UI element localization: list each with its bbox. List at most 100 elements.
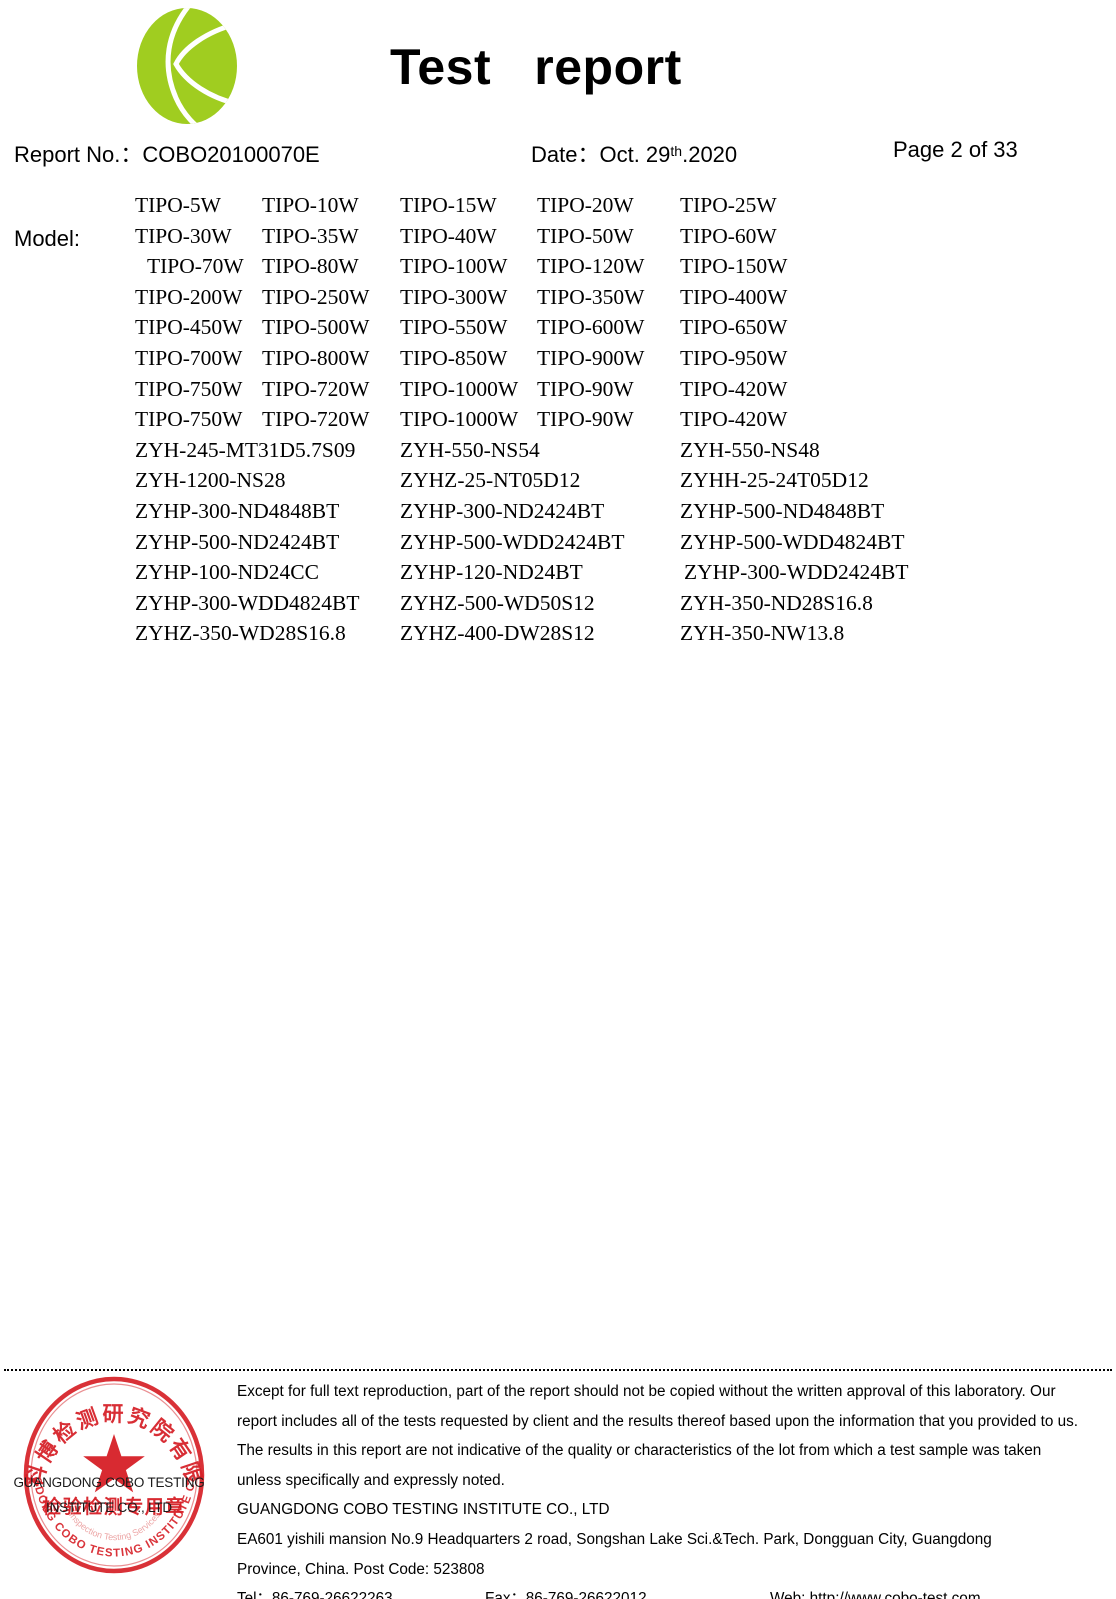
model-value: ZYHP-120-ND24BT bbox=[400, 560, 583, 585]
footer-content: Except for full text reproduction, part … bbox=[237, 1377, 1093, 1599]
website-link[interactable]: Web: http://www.cobo-test.com bbox=[770, 1590, 981, 1599]
model-value: TIPO-650W bbox=[680, 315, 788, 340]
footer-divider bbox=[4, 1369, 1112, 1371]
model-value: TIPO-10W bbox=[262, 193, 359, 217]
report-date-year: .2020 bbox=[682, 142, 738, 167]
model-value: TIPO-720W bbox=[262, 376, 370, 401]
model-value: TIPO-950W bbox=[680, 345, 788, 370]
model-value: TIPO-120W bbox=[537, 254, 645, 279]
model-value: TIPO-900W bbox=[537, 345, 645, 370]
telephone-label: Tel：86-769-26622263 bbox=[237, 1590, 393, 1599]
page-header: Test report bbox=[0, 0, 1116, 128]
model-value: TIPO-1000W bbox=[400, 407, 519, 432]
model-row: ZYH-1200-NS28 ZYHZ-25-NT05D12 ZYHH-25-24… bbox=[0, 468, 1116, 499]
model-row: ZYHP-300-ND4848BT ZYHP-300-ND2424BT ZYHP… bbox=[0, 499, 1116, 530]
report-number-label: Report No.： bbox=[14, 142, 143, 167]
svg-text:检验检测专用章: 检验检测专用章 bbox=[42, 1495, 186, 1518]
model-value: TIPO-80W bbox=[262, 254, 359, 279]
model-value: TIPO-850W bbox=[400, 345, 508, 370]
model-value: ZYHP-300-WDD4824BT bbox=[135, 590, 360, 615]
model-value: TIPO-15W bbox=[400, 193, 497, 217]
model-list: TIPO-5W TIPO-10W TIPO-15W TIPO-20W TIPO-… bbox=[0, 193, 1116, 652]
address-line-2: Province, China. Post Code: 523808 bbox=[237, 1560, 485, 1578]
model-row: TIPO-750W TIPO-720W TIPO-1000W TIPO-90W … bbox=[0, 407, 1116, 438]
disclaimer-line: report includes all of the tests request… bbox=[237, 1412, 1078, 1430]
model-value: TIPO-70W bbox=[147, 254, 244, 279]
report-date-label: Date： bbox=[531, 142, 600, 167]
model-value: TIPO-400W bbox=[680, 284, 788, 309]
model-row: TIPO-450W TIPO-500W TIPO-550W TIPO-600W … bbox=[0, 315, 1116, 346]
report-number-value: COBO20100070E bbox=[142, 142, 320, 167]
model-value: TIPO-60W bbox=[680, 223, 777, 248]
model-row: TIPO-5W TIPO-10W TIPO-15W TIPO-20W TIPO-… bbox=[0, 193, 1116, 224]
model-value: ZYHP-500-ND2424BT bbox=[135, 529, 340, 554]
model-value: TIPO-25W bbox=[680, 193, 777, 217]
model-value: ZYH-550-NS48 bbox=[680, 437, 820, 462]
disclaimer-line: unless specifically and expressly noted. bbox=[237, 1471, 505, 1489]
model-field-label: Model: bbox=[14, 226, 81, 251]
model-row: TIPO-700W TIPO-800W TIPO-850W TIPO-900W … bbox=[0, 346, 1116, 377]
company-name: GUANGDONG COBO TESTING INSTITUTE CO., LT… bbox=[237, 1501, 610, 1519]
model-row: ZYH-245-MT31D5.7S09 ZYH-550-NS54 ZYH-550… bbox=[0, 438, 1116, 469]
model-value: TIPO-50W bbox=[537, 223, 634, 248]
model-value: ZYH-1200-NS28 bbox=[135, 468, 286, 493]
model-value: TIPO-250W bbox=[262, 284, 370, 309]
model-row: TIPO-750W TIPO-720W TIPO-1000W TIPO-90W … bbox=[0, 377, 1116, 408]
model-row: TIPO-70W TIPO-80W TIPO-100W TIPO-120W TI… bbox=[0, 254, 1116, 285]
contact-line: Tel：86-769-26622263 Fax：86-769-26622012 … bbox=[237, 1584, 1093, 1599]
model-value: TIPO-600W bbox=[537, 315, 645, 340]
model-value: ZYHZ-25-NT05D12 bbox=[400, 468, 581, 493]
model-value: TIPO-150W bbox=[680, 254, 788, 279]
model-value: TIPO-30W bbox=[135, 223, 232, 248]
model-value: ZYHZ-500-WD50S12 bbox=[400, 590, 595, 615]
model-value: ZYHP-500-WDD2424BT bbox=[400, 529, 625, 554]
model-value: TIPO-35W bbox=[262, 223, 359, 248]
model-value: TIPO-300W bbox=[400, 284, 508, 309]
report-meta-line: Report No.：COBO20100070E Date：Oct. 29th.… bbox=[0, 137, 1116, 169]
model-value: ZYHP-300-WDD2424BT bbox=[684, 560, 909, 585]
model-value: TIPO-700W bbox=[135, 345, 243, 370]
model-value: TIPO-750W bbox=[135, 407, 243, 432]
model-row: TIPO-30W TIPO-35W TIPO-40W TIPO-50W TIPO… bbox=[0, 224, 1116, 255]
model-value: TIPO-500W bbox=[262, 315, 370, 340]
stamp-overlay-line-1: GUANGDONG COBO TESTING bbox=[13, 1475, 205, 1490]
model-row: ZYHP-100-ND24CC ZYHP-120-ND24BT ZYHP-300… bbox=[0, 560, 1116, 591]
model-value: TIPO-720W bbox=[262, 407, 370, 432]
model-value: ZYHP-300-ND4848BT bbox=[135, 498, 340, 523]
model-value: TIPO-750W bbox=[135, 376, 243, 401]
model-value: TIPO-550W bbox=[400, 315, 508, 340]
model-value: TIPO-200W bbox=[135, 284, 243, 309]
stamp-overlay-text: GUANGDONG COBO TESTING INSTITUTE CO., LT… bbox=[0, 1470, 218, 1520]
model-value: ZYHP-300-ND2424BT bbox=[400, 498, 605, 523]
model-row: ZYHZ-350-WD28S16.8 ZYHZ-400-DW28S12 ZYH-… bbox=[0, 621, 1116, 652]
report-date-value: Oct. 29 bbox=[599, 142, 671, 167]
model-value: ZYHP-500-ND4848BT bbox=[680, 498, 885, 523]
fax-label: Fax：86-769-26622012 bbox=[485, 1590, 647, 1599]
official-red-seal-stamp-icon: 广东科博检测研究院有限公司 检验检测专用章 Inspection Testing… bbox=[12, 1372, 217, 1577]
model-value: ZYHP-500-WDD4824BT bbox=[680, 529, 905, 554]
address-line-1: EA601 yishili mansion No.9 Headquarters … bbox=[237, 1530, 992, 1548]
disclaimer-line: The results in this report are not indic… bbox=[237, 1442, 1042, 1460]
cobo-leaf-sphere-logo-icon bbox=[126, 6, 248, 126]
stamp-overlay-line-2: INSTITUTE CO., LTD bbox=[46, 1500, 172, 1515]
model-value: TIPO-1000W bbox=[400, 376, 519, 401]
model-value: TIPO-420W bbox=[680, 376, 788, 401]
model-value: ZYH-550-NS54 bbox=[400, 437, 540, 462]
model-value: ZYHH-25-24T05D12 bbox=[680, 468, 869, 493]
model-value: TIPO-90W bbox=[537, 407, 634, 432]
model-value: ZYHZ-350-WD28S16.8 bbox=[135, 621, 346, 646]
model-row: TIPO-200W TIPO-250W TIPO-300W TIPO-350W … bbox=[0, 285, 1116, 316]
model-row: ZYHP-500-ND2424BT ZYHP-500-WDD2424BT ZYH… bbox=[0, 530, 1116, 561]
report-date: Date：Oct. 29th.2020 bbox=[531, 137, 737, 169]
model-value: TIPO-450W bbox=[135, 315, 243, 340]
disclaimer-line: Except for full text reproduction, part … bbox=[237, 1383, 1056, 1400]
model-value: TIPO-350W bbox=[537, 284, 645, 309]
report-number: Report No.：COBO20100070E bbox=[14, 137, 320, 169]
model-value: ZYHP-100-ND24CC bbox=[135, 560, 319, 585]
model-value: ZYHZ-400-DW28S12 bbox=[400, 621, 595, 646]
model-value: TIPO-420W bbox=[680, 407, 788, 432]
page-title: Test report bbox=[390, 39, 682, 95]
model-value: TIPO-20W bbox=[537, 193, 634, 217]
report-date-ordinal: th bbox=[670, 143, 683, 159]
